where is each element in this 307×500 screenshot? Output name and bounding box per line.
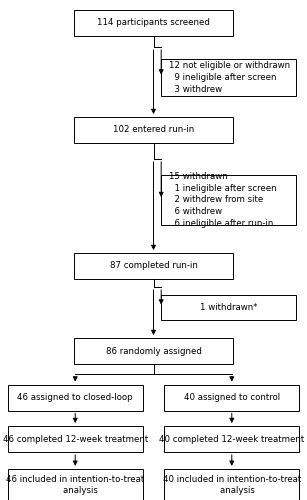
Text: 15 withdrawn
  1 ineligible after screen
  2 withdrew from site
  6 withdrew
  6: 15 withdrawn 1 ineligible after screen 2… xyxy=(169,172,277,228)
Text: 46 included in intention-to-treat
    analysis: 46 included in intention-to-treat analys… xyxy=(6,474,144,496)
Text: 40 included in intention-to-treat
    analysis: 40 included in intention-to-treat analys… xyxy=(163,474,301,496)
Text: 87 completed run-in: 87 completed run-in xyxy=(110,262,197,270)
FancyBboxPatch shape xyxy=(8,384,143,410)
FancyBboxPatch shape xyxy=(74,338,233,364)
FancyBboxPatch shape xyxy=(164,469,299,500)
FancyBboxPatch shape xyxy=(161,175,296,225)
Text: 12 not eligible or withdrawn
  9 ineligible after screen
  3 withdrew: 12 not eligible or withdrawn 9 ineligibl… xyxy=(169,61,290,94)
Text: 102 entered run-in: 102 entered run-in xyxy=(113,126,194,134)
FancyBboxPatch shape xyxy=(164,426,299,452)
FancyBboxPatch shape xyxy=(8,426,143,452)
Text: 114 participants screened: 114 participants screened xyxy=(97,18,210,27)
FancyBboxPatch shape xyxy=(8,469,143,500)
Text: 46 completed 12-week treatment: 46 completed 12-week treatment xyxy=(2,434,148,444)
FancyBboxPatch shape xyxy=(161,58,296,96)
Text: 40 completed 12-week treatment: 40 completed 12-week treatment xyxy=(159,434,305,444)
FancyBboxPatch shape xyxy=(164,384,299,410)
FancyBboxPatch shape xyxy=(74,117,233,143)
FancyBboxPatch shape xyxy=(74,10,233,36)
FancyBboxPatch shape xyxy=(161,295,296,320)
Text: 40 assigned to control: 40 assigned to control xyxy=(184,393,280,402)
Text: 1 withdrawn*: 1 withdrawn* xyxy=(200,303,258,312)
FancyBboxPatch shape xyxy=(74,253,233,279)
Text: 86 randomly assigned: 86 randomly assigned xyxy=(106,346,201,356)
Text: 46 assigned to closed-loop: 46 assigned to closed-loop xyxy=(17,393,133,402)
